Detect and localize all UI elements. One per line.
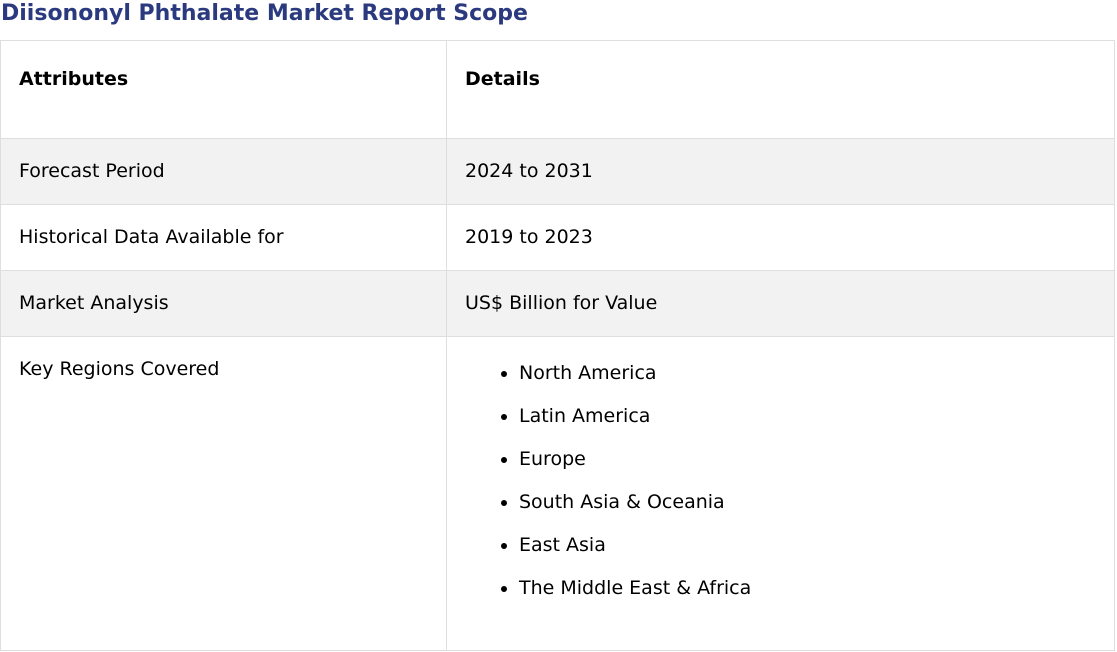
row-attribute: Market Analysis	[0, 270, 447, 337]
row-attribute: Historical Data Available for	[0, 204, 447, 271]
region-item: East Asia	[519, 534, 1114, 577]
page-title: Diisononyl Phthalate Market Report Scope	[1, 1, 528, 26]
row-detail: US$ Billion for Value	[446, 270, 1115, 337]
region-item: Latin America	[519, 405, 1114, 448]
region-item: South Asia & Oceania	[519, 491, 1114, 534]
region-item: Europe	[519, 448, 1114, 491]
row-detail-regions: North America Latin America Europe South…	[446, 336, 1115, 651]
column-header-details: Details	[446, 40, 1115, 139]
column-header-attributes: Attributes	[0, 40, 447, 139]
region-list: North America Latin America Europe South…	[465, 362, 1114, 620]
table-row: Market Analysis US$ Billion for Value	[0, 270, 1115, 337]
region-item: The Middle East & Africa	[519, 577, 1114, 620]
table-row: Forecast Period 2024 to 2031	[0, 138, 1115, 205]
row-detail: 2019 to 2023	[446, 204, 1115, 271]
table-row-regions: Key Regions Covered North America Latin …	[0, 336, 1115, 651]
table-row: Historical Data Available for 2019 to 20…	[0, 204, 1115, 271]
row-attribute: Key Regions Covered	[0, 336, 447, 651]
table-header-row: Attributes Details	[0, 40, 1115, 139]
row-detail: 2024 to 2031	[446, 138, 1115, 205]
report-scope-table: Attributes Details Forecast Period 2024 …	[0, 40, 1115, 651]
row-attribute: Forecast Period	[0, 138, 447, 205]
region-item: North America	[519, 362, 1114, 405]
